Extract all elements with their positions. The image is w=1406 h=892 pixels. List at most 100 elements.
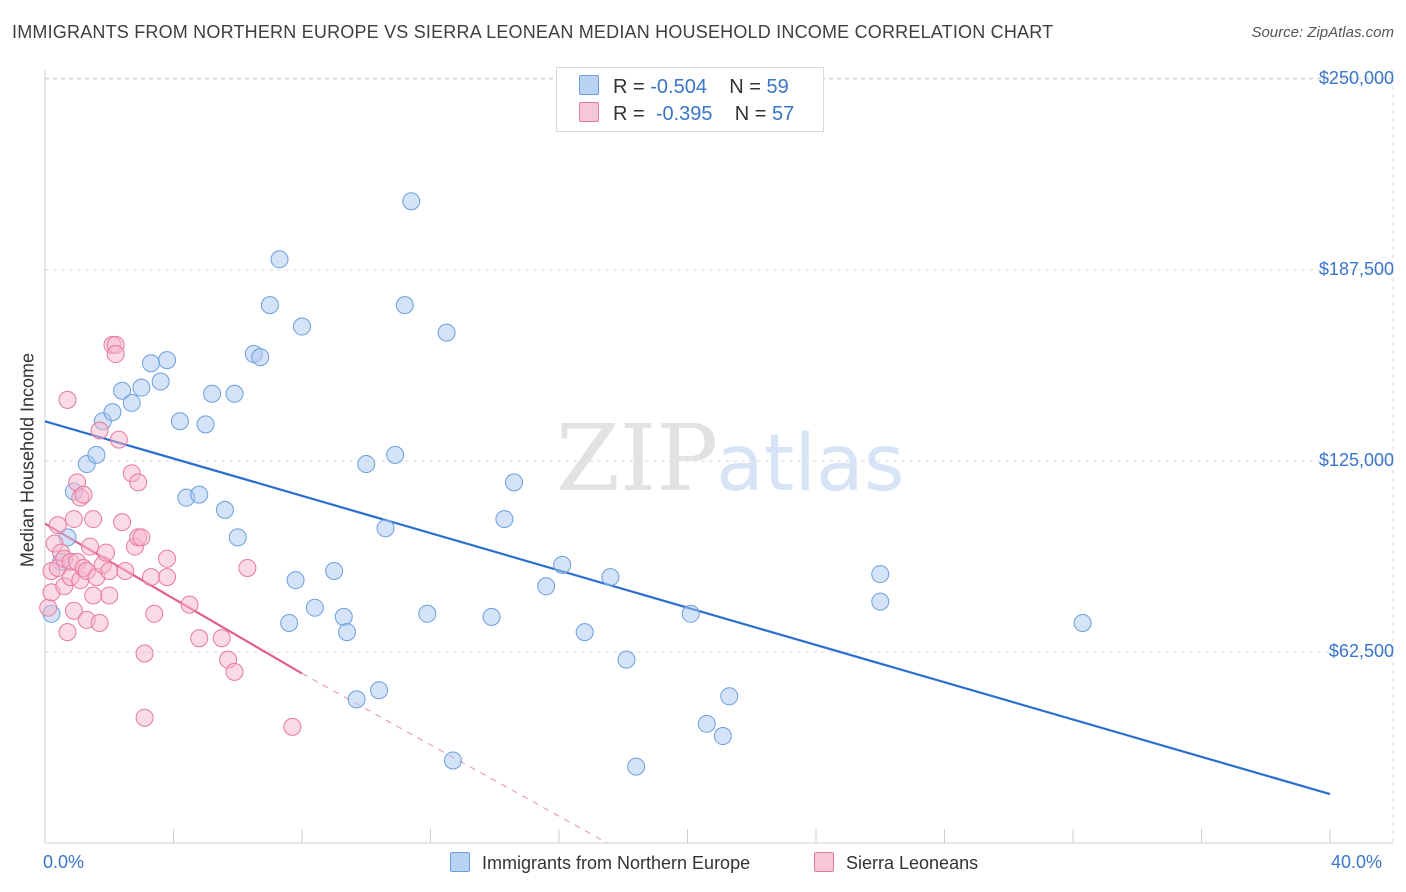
blue-data-point bbox=[370, 681, 389, 700]
y-tick-label: $250,000 bbox=[1318, 68, 1394, 88]
legend-n-pink: 57 bbox=[772, 103, 795, 125]
legend-r-pink: -0.395 bbox=[655, 103, 713, 125]
legend-row-pink: R = -0.395 N = 57 bbox=[579, 102, 795, 125]
pink-data-point bbox=[238, 558, 257, 577]
pink-data-point bbox=[84, 510, 103, 529]
pink-data-point bbox=[64, 601, 83, 620]
blue-data-point bbox=[482, 607, 501, 626]
blue-data-point bbox=[720, 687, 739, 706]
pink-data-point bbox=[135, 644, 154, 663]
x-tick-label-min: 0.0% bbox=[43, 852, 85, 872]
blue-data-point bbox=[122, 393, 141, 412]
blue-data-point bbox=[113, 381, 132, 400]
pink-data-point bbox=[142, 568, 161, 587]
legend-r-blue: -0.504 bbox=[650, 76, 707, 98]
chart-title: IMMIGRANTS FROM NORTHERN EUROPE VS SIERR… bbox=[12, 22, 1054, 42]
blue-data-point bbox=[505, 473, 524, 492]
watermark-zip: ZIP bbox=[556, 405, 718, 512]
blue-data-point bbox=[553, 555, 572, 574]
pink-data-point bbox=[109, 430, 128, 449]
blue-data-point bbox=[142, 354, 161, 373]
legend-r-label-2: R = bbox=[613, 103, 645, 125]
blue-data-point bbox=[325, 562, 344, 581]
blue-data-point bbox=[270, 250, 289, 269]
blue-data-point bbox=[251, 348, 270, 367]
blue-data-point bbox=[158, 351, 177, 370]
blue-data-point bbox=[293, 317, 311, 336]
blue-data-point bbox=[713, 727, 732, 746]
blue-data-point bbox=[871, 592, 890, 611]
blue-data-point bbox=[334, 607, 353, 626]
blue-data-point bbox=[190, 485, 209, 504]
bottom-legend-label-blue: Immigrants from Northern Europe bbox=[482, 853, 751, 873]
legend-n-label: N = bbox=[729, 76, 761, 98]
pink-data-point bbox=[116, 562, 135, 581]
blue-data-point bbox=[286, 571, 305, 590]
pink-data-point bbox=[225, 662, 244, 681]
pink-data-point bbox=[74, 485, 93, 504]
blue-data-point bbox=[443, 751, 462, 770]
pink-data-point bbox=[106, 345, 125, 364]
legend-swatch-pink bbox=[579, 102, 599, 122]
blue-data-point bbox=[347, 690, 366, 709]
bottom-legend-pink[interactable]: Sierra Leoneans bbox=[814, 852, 978, 874]
blue-data-point bbox=[170, 412, 189, 431]
blue-data-point bbox=[357, 455, 376, 474]
x-tick-label-max: 40.0% bbox=[1331, 852, 1383, 872]
pink-data-point bbox=[100, 586, 119, 605]
bottom-legend-swatch-blue bbox=[450, 852, 470, 872]
blue-data-point bbox=[418, 604, 437, 623]
pink-data-point bbox=[97, 543, 116, 562]
blue-data-point bbox=[681, 604, 700, 623]
y-axis-label: Median Household Income bbox=[17, 352, 38, 568]
legend-swatch-blue bbox=[579, 75, 599, 95]
pink-data-point bbox=[158, 568, 177, 587]
pink-data-point bbox=[135, 708, 154, 727]
blue-data-point bbox=[225, 384, 244, 403]
blue-data-point bbox=[151, 372, 170, 391]
blue-data-point bbox=[280, 613, 299, 632]
pink-data-point bbox=[80, 537, 99, 556]
y-tick-label: $62,500 bbox=[1328, 641, 1394, 661]
bottom-legend-label-pink: Sierra Leoneans bbox=[846, 853, 979, 873]
watermark-atlas: atlas bbox=[716, 419, 905, 509]
pink-data-point bbox=[58, 623, 77, 642]
blue-data-point bbox=[337, 623, 356, 642]
pink-data-point bbox=[58, 390, 77, 409]
pink-data-point bbox=[129, 473, 148, 492]
blue-data-point bbox=[215, 500, 234, 519]
pink-data-point bbox=[283, 717, 302, 736]
y-tick-label: $187,500 bbox=[1318, 259, 1394, 279]
pink-data-point bbox=[64, 510, 83, 529]
source-label: Source: ZipAtlas.com bbox=[1251, 24, 1394, 41]
blue-data-point bbox=[495, 510, 514, 529]
blue-data-point bbox=[1073, 613, 1092, 632]
legend-n-label-2: N = bbox=[734, 103, 767, 125]
pink-data-point bbox=[90, 613, 109, 632]
pink-data-point bbox=[180, 595, 199, 614]
pink-data-point bbox=[113, 513, 132, 532]
blue-data-point bbox=[376, 519, 395, 538]
bottom-legend-swatch-pink bbox=[814, 852, 834, 872]
pink-data-point bbox=[158, 549, 177, 568]
blue-data-point bbox=[395, 296, 414, 315]
blue-data-point bbox=[305, 598, 324, 617]
y-tick-label: $125,000 bbox=[1318, 450, 1394, 470]
blue-data-point bbox=[402, 192, 421, 211]
pink-trend-extension bbox=[301, 672, 608, 844]
bottom-legend-blue[interactable]: Immigrants from Northern Europe bbox=[450, 852, 750, 874]
legend-row-blue: R = -0.504 N = 59 bbox=[579, 75, 789, 98]
blue-data-point bbox=[437, 323, 456, 342]
pink-data-point bbox=[212, 629, 231, 648]
pink-data-point bbox=[90, 421, 109, 440]
pink-data-point bbox=[48, 516, 67, 535]
blue-data-point bbox=[196, 415, 215, 434]
pink-data-point bbox=[145, 604, 164, 623]
correlation-legend: R = -0.504 N = 59 R = -0.395 N = 57 bbox=[556, 67, 824, 132]
blue-data-point bbox=[103, 403, 122, 422]
blue-data-point bbox=[537, 577, 556, 596]
pink-data-point bbox=[190, 629, 209, 648]
pink-data-point bbox=[39, 598, 58, 617]
blue-data-point bbox=[575, 623, 594, 642]
